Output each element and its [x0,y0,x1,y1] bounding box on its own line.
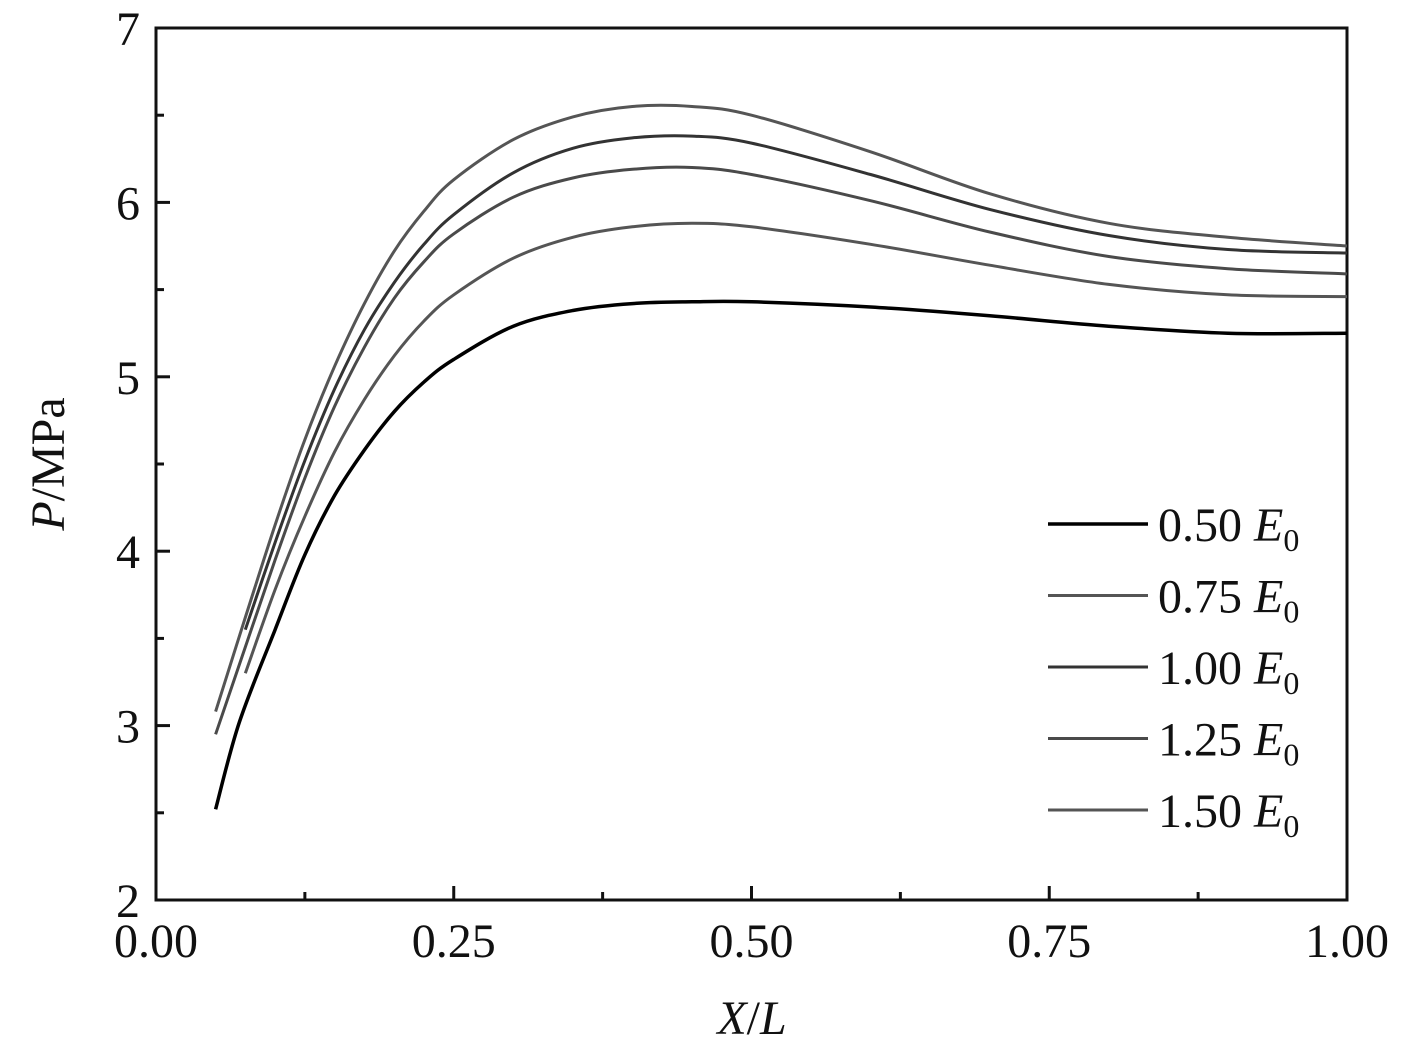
plot-frame [154,26,1349,902]
x-axis-title: X/L [715,992,786,1039]
series-line-0 [213,299,1348,810]
y-tick-label: 2 [116,875,140,928]
legend-label-1: 0.75 E0 [1158,571,1299,630]
series-line-4 [214,103,1348,713]
y-tick-label: 6 [116,177,140,230]
y-tick-label: 4 [116,526,140,579]
x-tick-label: 1.00 [1305,915,1389,968]
x-tick-label: 0.25 [412,915,496,968]
series-line-3 [214,165,1348,735]
series-layer [213,103,1348,810]
series-line-2 [243,134,1348,631]
legend: 0.50 E0 0.75 E0 1.00 E0 1.25 E0 1.50 E0 [1048,499,1299,844]
legend-label-2: 1.00 E0 [1158,642,1299,701]
x-tick-label: 0.75 [1007,915,1091,968]
y-tick-label: 5 [116,352,140,405]
y-tick-label: 3 [116,701,140,754]
y-axis-ticks: 2 3 4 5 6 7 [116,3,170,928]
legend-label-0: 0.50 E0 [1158,499,1299,558]
series-line-1 [243,221,1348,674]
legend-label-4: 1.50 E0 [1158,785,1299,844]
x-tick-label: 0.00 [114,915,198,968]
legend-label-3: 1.25 E0 [1158,714,1299,773]
x-axis-ticks: 0.00 0.25 0.50 0.75 1.00 [114,886,1389,968]
x-tick-label: 0.50 [710,915,794,968]
y-tick-label: 7 [116,3,140,56]
y-axis-title: P/MPa [22,397,75,531]
